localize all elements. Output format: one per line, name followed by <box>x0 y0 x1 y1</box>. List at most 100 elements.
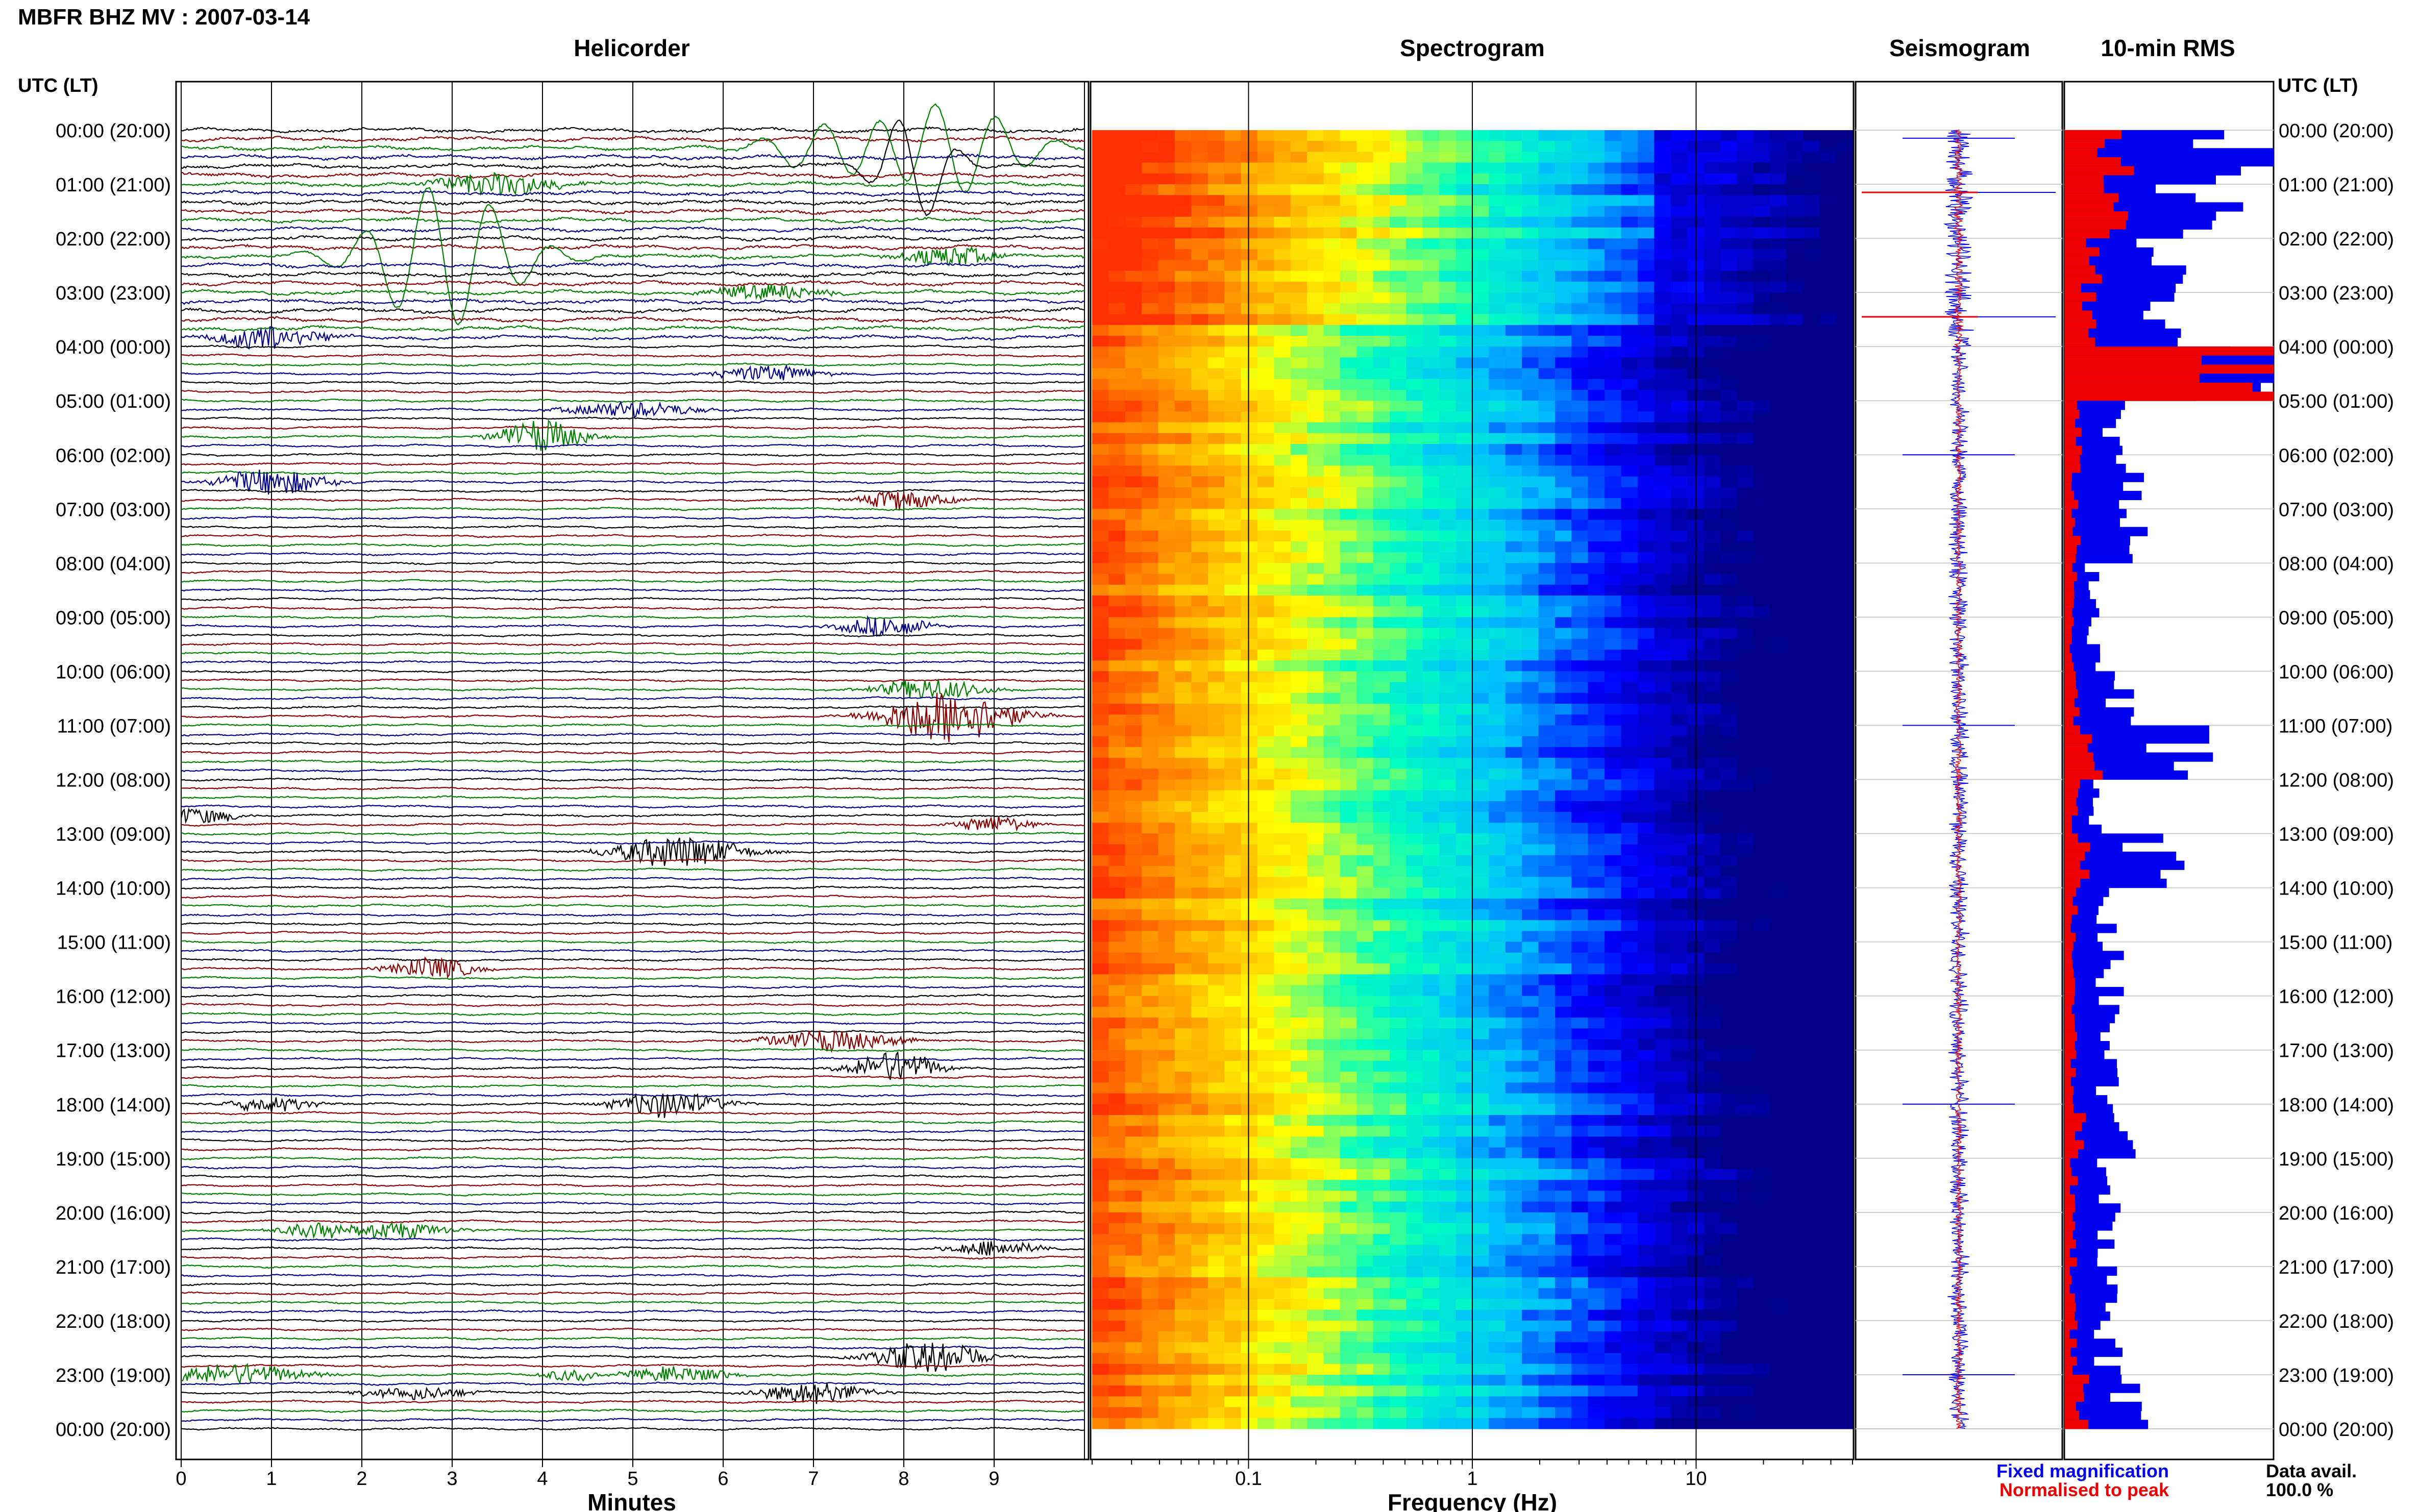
spectrogram-cell <box>1290 173 1307 185</box>
spectrogram-cell <box>1455 411 1473 423</box>
spectrogram-cell <box>1323 584 1341 596</box>
spectrogram-cell <box>1439 1060 1457 1072</box>
spectrogram-cell <box>1406 833 1423 845</box>
spectrogram-cell <box>1224 1072 1242 1083</box>
spectrogram-cell <box>1142 638 1159 650</box>
spectrogram-cell <box>1191 898 1208 910</box>
spectrogram-cell <box>1819 996 1837 1007</box>
spectrogram-cell <box>1290 1126 1307 1137</box>
spectrogram-cell <box>1175 1136 1192 1148</box>
spectrogram-cell <box>1439 379 1457 390</box>
spectrogram-cell <box>1191 628 1208 639</box>
spectrogram-cell <box>1241 455 1258 466</box>
spectrogram-cell <box>1158 249 1175 261</box>
spectrogram-cell <box>1125 509 1142 520</box>
spectrogram-cell <box>1373 844 1390 856</box>
spectrogram-cell <box>1455 844 1473 856</box>
spectrogram-cell <box>1092 1060 1109 1072</box>
spectrogram-cell <box>1439 509 1457 520</box>
spectrogram-cell <box>1621 130 1638 141</box>
spectrogram-cell <box>1704 801 1721 812</box>
spectrogram-cell <box>1323 1245 1341 1256</box>
spectrogram-cell <box>1654 433 1671 444</box>
spectrogram-cell <box>1522 206 1539 217</box>
spectrogram-cell <box>1571 650 1589 661</box>
spectrogram-cell <box>1605 1169 1622 1180</box>
spectrogram-cell <box>1753 379 1770 390</box>
spectrogram-cell <box>1092 725 1109 737</box>
spectrogram-cell <box>1489 1223 1506 1234</box>
spectrogram-cell <box>1704 390 1721 401</box>
spectrogram-cell <box>1571 584 1589 596</box>
spectrogram-cell <box>1670 162 1688 174</box>
spectrogram-cell <box>1439 704 1457 715</box>
spectrogram-cell <box>1786 455 1804 466</box>
spectrogram-cell <box>1323 238 1341 250</box>
spectrogram-cell <box>1522 1201 1539 1213</box>
spectrogram-cell <box>1571 963 1589 975</box>
spectrogram-cell <box>1704 173 1721 185</box>
spectrogram-cell <box>1241 141 1258 152</box>
spectrogram-cell <box>1439 833 1457 845</box>
spectrogram-cell <box>1505 682 1522 693</box>
spectrogram-cell <box>1142 303 1159 315</box>
spectrogram-cell <box>1670 1126 1688 1137</box>
spectrogram-cell <box>1654 985 1671 997</box>
spectrogram-cell <box>1356 833 1374 845</box>
spectrogram-cell <box>1257 1093 1274 1105</box>
spectrogram-cell <box>1803 1115 1820 1126</box>
spectrogram-cell <box>1257 682 1274 693</box>
spectrogram-cell <box>1406 1082 1423 1094</box>
spectrogram-cell <box>1455 281 1473 293</box>
spectrogram-cell <box>1142 346 1159 358</box>
spectrogram-cell <box>1522 985 1539 997</box>
spectrogram-cell <box>1191 725 1208 737</box>
spectrogram-cell <box>1621 812 1638 823</box>
spectrogram-cell <box>1241 1006 1258 1018</box>
spectrogram-cell <box>1836 920 1853 931</box>
spectrogram-cell <box>1422 141 1440 152</box>
spectrogram-cell <box>1836 1018 1853 1029</box>
spectrogram-cell <box>1274 682 1291 693</box>
spectrogram-cell <box>1307 401 1324 412</box>
spectrogram-cell <box>1538 671 1556 683</box>
helicorder-trace <box>181 362 1085 367</box>
spectrogram-cell <box>1704 628 1721 639</box>
spectrogram-cell <box>1323 1006 1341 1018</box>
spectrogram-cell <box>1704 401 1721 412</box>
spectrogram-cell <box>1390 1093 1406 1105</box>
spectrogram-cell <box>1455 260 1473 271</box>
spectrogram-cell <box>1191 1245 1208 1256</box>
spectrogram-cell <box>1753 909 1770 921</box>
spectrogram-cell <box>1538 195 1556 207</box>
spectrogram-cell <box>1092 314 1109 326</box>
spectrogram-cell <box>1158 692 1175 704</box>
spectrogram-cell <box>1753 790 1770 802</box>
spectrogram-cell <box>1290 411 1307 423</box>
spectrogram-cell <box>1654 357 1671 369</box>
spectrogram-cell <box>1588 1082 1605 1094</box>
spectrogram-cell <box>1125 1126 1142 1137</box>
spectrogram-cell <box>1505 1126 1522 1137</box>
spectrogram-cell <box>1588 281 1605 293</box>
spectrogram-cell <box>1522 606 1539 617</box>
spectrogram-cell <box>1786 963 1804 975</box>
spectrogram-cell <box>1770 1028 1787 1040</box>
spectrogram-cell <box>1175 552 1192 563</box>
spectrogram-cell <box>1323 866 1341 877</box>
spectrogram-cell <box>1175 1169 1192 1180</box>
spectrogram-cell <box>1555 227 1572 239</box>
helicorder-trace <box>181 1201 1085 1206</box>
spectrogram-cell <box>1786 173 1804 185</box>
spectrogram-cell <box>1670 887 1688 899</box>
spectrogram-cell <box>1737 422 1754 434</box>
spectrogram-cell <box>1224 476 1242 488</box>
spectrogram-cell <box>1224 1060 1242 1072</box>
spectrogram-cell <box>1158 1169 1175 1180</box>
spectrogram-cell <box>1175 1147 1192 1159</box>
spectrogram-cell <box>1605 401 1622 412</box>
spectrogram-cell <box>1704 704 1721 715</box>
spectrogram-cell <box>1588 584 1605 596</box>
spectrogram-cell <box>1704 887 1721 899</box>
spectrogram-cell <box>1307 411 1324 423</box>
